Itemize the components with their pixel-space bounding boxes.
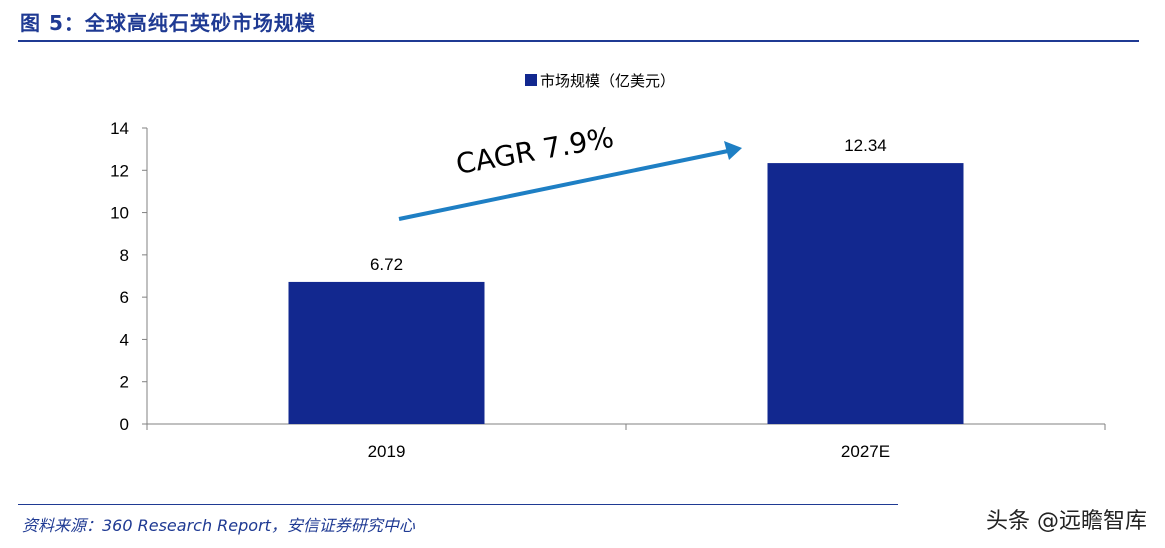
legend-swatch	[525, 74, 537, 86]
y-tick-label: 14	[110, 119, 129, 138]
bar-2019	[288, 281, 485, 424]
cagr-arrow-head	[724, 141, 742, 160]
data-label: 6.72	[370, 255, 403, 274]
cagr-label: CAGR 7.9%	[453, 121, 616, 181]
y-tick-label: 4	[120, 330, 129, 349]
y-tick-label: 0	[120, 415, 129, 434]
y-tick-label: 8	[120, 246, 129, 265]
x-axis: 2019 2027E	[146, 423, 1106, 461]
source-note: 资料来源：360 Research Report，安信证券研究中心	[22, 516, 415, 535]
data-label: 12.34	[844, 136, 887, 155]
source-divider	[18, 504, 898, 505]
y-tick-label: 2	[120, 373, 129, 392]
y-tick-label: 12	[110, 161, 129, 180]
chart-legend: 市场规模（亿美元）	[525, 72, 675, 90]
data-labels: 6.72 12.34	[370, 136, 887, 274]
x-tick-label: 2019	[368, 442, 406, 461]
figure-title: 图 5：全球高纯石英砂市场规模	[20, 11, 316, 35]
legend-label: 市场规模（亿美元）	[540, 72, 675, 90]
y-axis: 0 2 4 6 8 10 12 14	[110, 119, 148, 434]
cagr-annotation: CAGR 7.9%	[398, 121, 742, 221]
bar-2027E	[767, 163, 964, 424]
y-tick-label: 6	[120, 288, 129, 307]
bar-series	[288, 163, 964, 424]
y-tick-label: 10	[110, 204, 129, 223]
title-divider	[18, 40, 1139, 42]
cagr-arrow	[398, 149, 729, 221]
watermark: 头条 @远瞻智库	[982, 503, 1151, 535]
x-tick-label: 2027E	[841, 442, 890, 461]
